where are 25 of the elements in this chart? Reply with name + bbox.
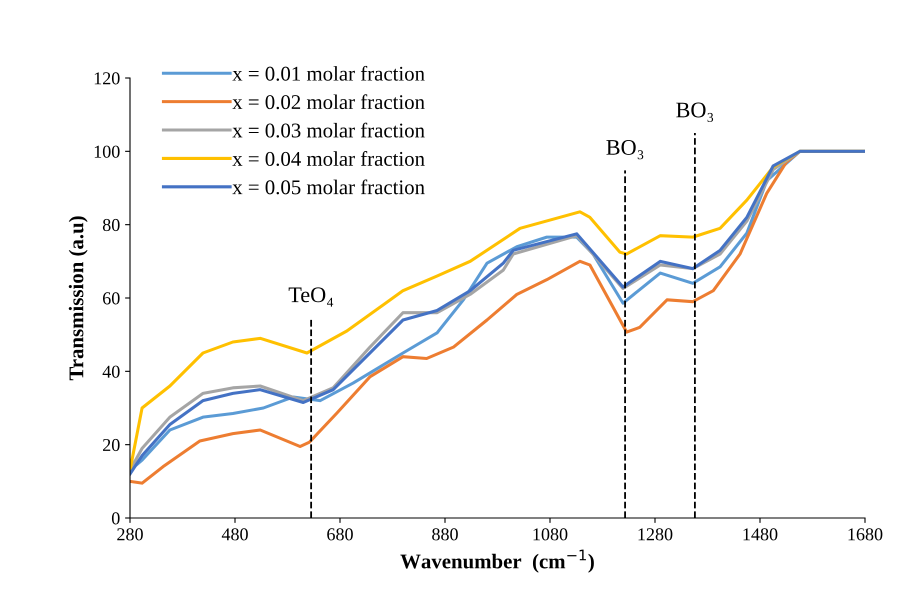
x-tick-label: 680: [327, 528, 353, 540]
x-tick-label: 1680: [848, 528, 882, 540]
y-tick-label: 20: [103, 438, 120, 452]
x-tick-label: 480: [222, 528, 248, 540]
ref-line-label: TeO₄: [288, 287, 334, 307]
y-tick-label: 80: [102, 218, 120, 232]
legend-label: x = 0.05 molar fraction: [232, 179, 425, 194]
legend-label: x = 0.03 molar fraction: [232, 122, 425, 138]
x-axis-title: Wavenumber (cm$^{−1}$): [400, 550, 594, 573]
x-tick-label: 880: [432, 528, 458, 540]
x-tick-label: 1480: [744, 528, 778, 540]
y-tick-label: 60: [103, 292, 120, 304]
y-tick-label: 100: [94, 146, 120, 158]
x-tick-label: 280: [117, 528, 143, 540]
x-tick-label: 1280: [638, 528, 672, 540]
legend-label: x = 0.02 molar fraction: [232, 94, 425, 110]
ref-line-label: BO₃: [676, 102, 714, 122]
legend-label: x = 0.04 molar fraction: [232, 151, 425, 166]
y-tick-label: 0: [112, 512, 120, 524]
legend-label: x = 0.01 molar fraction: [232, 66, 425, 81]
y-tick-label: 120: [94, 72, 120, 84]
ref-line-label: BO₃: [606, 140, 644, 160]
y-tick-label: 40: [102, 366, 120, 378]
y-axis-title: Transmission (a.u): [68, 216, 88, 380]
x-tick-label: 1080: [534, 528, 568, 540]
